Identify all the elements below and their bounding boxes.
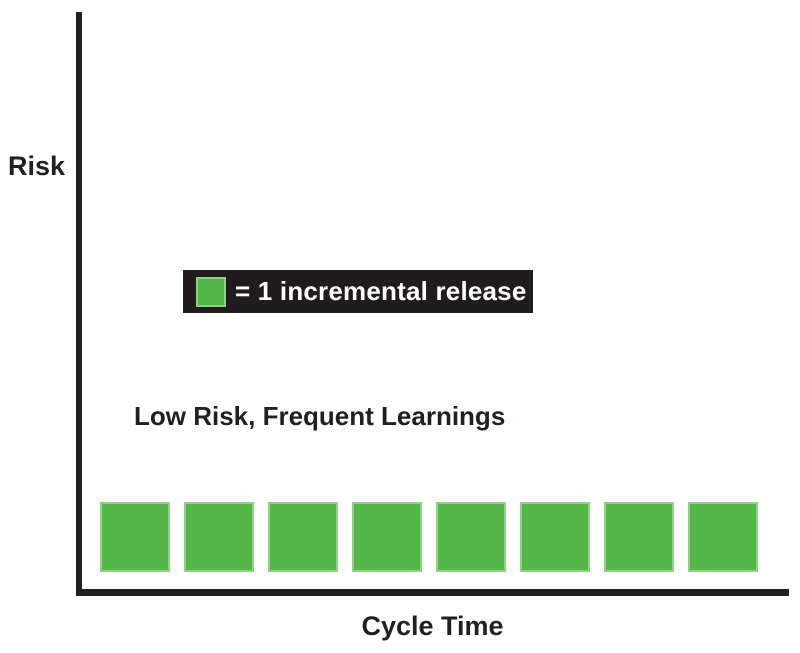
x-axis-line xyxy=(76,589,789,596)
release-squares-row xyxy=(100,502,758,572)
release-square xyxy=(268,502,338,572)
release-square xyxy=(100,502,170,572)
y-axis-line xyxy=(76,12,82,596)
release-square xyxy=(184,502,254,572)
legend-box: = 1 incremental release xyxy=(183,270,533,313)
green-square-swatch-icon xyxy=(196,276,226,307)
legend-label: = 1 incremental release xyxy=(235,276,527,306)
annotation-text: Low Risk, Frequent Learnings xyxy=(134,401,506,431)
release-square xyxy=(352,502,422,572)
y-axis-label: Risk xyxy=(8,151,66,181)
release-square xyxy=(520,502,590,572)
x-axis-label: Cycle Time xyxy=(361,611,504,641)
release-square xyxy=(688,502,758,572)
release-square xyxy=(604,502,674,572)
release-square xyxy=(436,502,506,572)
